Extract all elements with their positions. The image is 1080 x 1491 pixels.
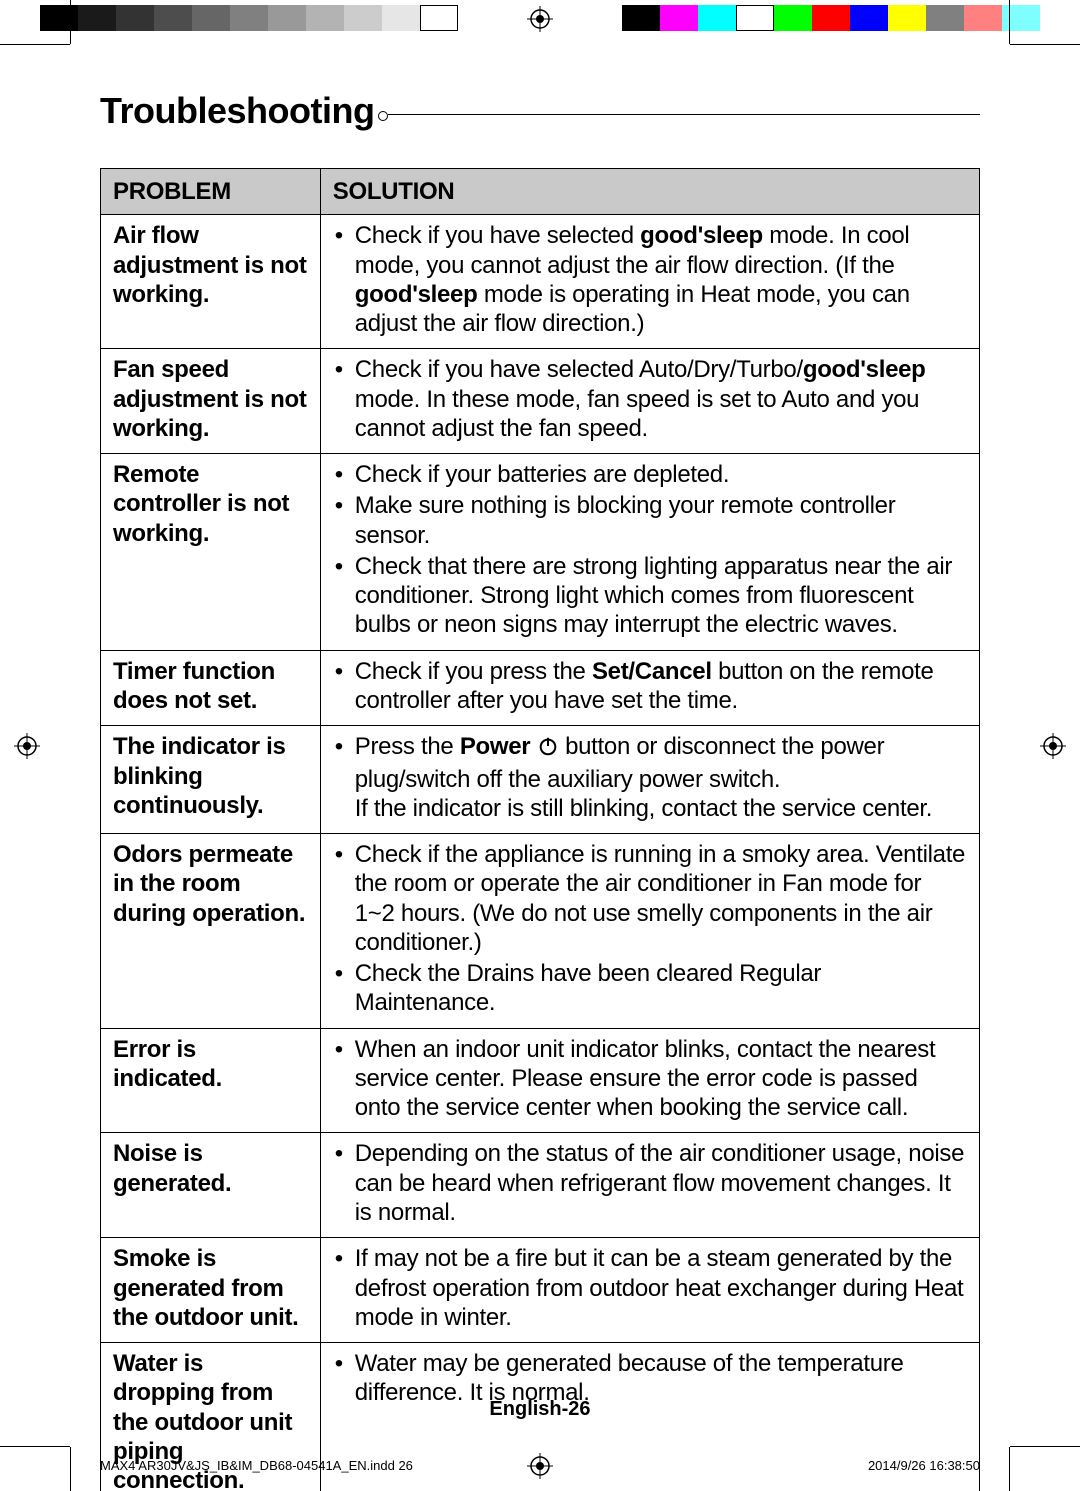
crop-mark (0, 1446, 70, 1447)
problem-cell: Smoke is generated from the outdoor unit… (101, 1238, 321, 1343)
th-problem: PROBLEM (101, 169, 321, 215)
table-row: Smoke is generated from the outdoor unit… (101, 1238, 980, 1343)
footer-filename: MAX4 AR30JV&JS_IB&IM_DB68-04541A_EN.indd… (100, 1458, 413, 1473)
solution-item: Check if you have selected Auto/Dry/Turb… (351, 355, 967, 443)
swatch (1002, 5, 1040, 31)
problem-cell: Noise is generated. (101, 1133, 321, 1238)
swatch (964, 5, 1002, 31)
swatch (774, 5, 812, 31)
problem-cell: The indicator is blinking continuously. (101, 726, 321, 834)
page: Troubleshooting PROBLEM SOLUTION Air flo… (0, 0, 1080, 1491)
title-rule (388, 114, 980, 115)
solution-cell: Check if you have selected Auto/Dry/Turb… (320, 349, 979, 454)
solution-cell: Check if you press the Set/Cancel button… (320, 650, 979, 726)
swatch (888, 5, 926, 31)
crop-mark (1009, 1447, 1010, 1491)
swatch (812, 5, 850, 31)
th-solution: SOLUTION (320, 169, 979, 215)
solution-cell: Check if the appliance is running in a s… (320, 834, 979, 1029)
table-row: Noise is generated. Depending on the stat… (101, 1133, 980, 1238)
solution-cell: Check if your batteries are depleted.Mak… (320, 454, 979, 651)
solution-cell: Check if you have selected good'sleep mo… (320, 215, 979, 349)
solution-item: Press the Power button or disconnect the… (351, 732, 967, 823)
swatch (40, 5, 78, 31)
swatch (622, 5, 660, 31)
problem-cell: Air flow adjustment is not working. (101, 215, 321, 349)
crop-mark (1010, 1446, 1080, 1447)
page-title: Troubleshooting (100, 90, 374, 132)
solution-item: Check if you press the Set/Cancel button… (351, 657, 967, 716)
swatch (698, 5, 736, 31)
problem-cell: Fan speed adjustment is not working. (101, 349, 321, 454)
solution-item: Check the Drains have been cleared Regul… (351, 959, 967, 1018)
solution-cell: When an indoor unit indicator blinks, co… (320, 1028, 979, 1133)
swatch (230, 5, 268, 31)
problem-cell: Remote controller is not working. (101, 454, 321, 651)
solution-item: When an indoor unit indicator blinks, co… (351, 1035, 967, 1123)
swatch (306, 5, 344, 31)
swatch (154, 5, 192, 31)
table-row: Remote controller is not working.Check i… (101, 454, 980, 651)
footer-meta: MAX4 AR30JV&JS_IB&IM_DB68-04541A_EN.indd… (100, 1458, 980, 1473)
solution-item: Make sure nothing is blocking your remot… (351, 491, 967, 550)
swatch (926, 5, 964, 31)
registration-mark-icon (1040, 733, 1066, 759)
troubleshooting-table: PROBLEM SOLUTION Air flow adjustment is … (100, 168, 980, 1491)
solution-item: Check if the appliance is running in a s… (351, 840, 967, 957)
crop-mark (0, 44, 70, 45)
solution-item: Depending on the status of the air condi… (351, 1139, 967, 1227)
content-area: Troubleshooting PROBLEM SOLUTION Air flo… (100, 90, 980, 1491)
table-row: Air flow adjustment is not working. Check… (101, 215, 980, 349)
swatch (736, 5, 774, 31)
table-row: Odors permeate in the room during operat… (101, 834, 980, 1029)
solution-item: Check if your batteries are depleted. (351, 460, 967, 489)
problem-cell: Odors permeate in the room during operat… (101, 834, 321, 1029)
swatch (420, 5, 458, 31)
swatch (382, 5, 420, 31)
crop-mark (1009, 0, 1010, 44)
swatch (850, 5, 888, 31)
crop-mark (1010, 44, 1080, 45)
swatch (268, 5, 306, 31)
footer-timestamp: 2014/9/26 16:38:50 (868, 1458, 980, 1473)
color-swatches (622, 5, 1040, 33)
swatch (660, 5, 698, 31)
solution-item: If may not be a fire but it can be a ste… (351, 1244, 967, 1332)
table-row: Timer function does not set. Check if you… (101, 650, 980, 726)
solution-cell: If may not be a fire but it can be a ste… (320, 1238, 979, 1343)
crop-mark (70, 0, 71, 44)
solution-item: Check if you have selected good'sleep mo… (351, 221, 967, 338)
page-number: English-26 (0, 1398, 1080, 1421)
table-row: Error is indicated. When an indoor unit i… (101, 1028, 980, 1133)
problem-cell: Timer function does not set. (101, 650, 321, 726)
crop-mark (70, 1447, 71, 1491)
problem-cell: Error is indicated. (101, 1028, 321, 1133)
registration-mark-icon (14, 733, 40, 759)
solution-item: Check that there are strong lighting app… (351, 552, 967, 640)
title-row: Troubleshooting (100, 90, 980, 132)
swatch (192, 5, 230, 31)
swatch (78, 5, 116, 31)
power-icon (537, 735, 559, 764)
table-row: The indicator is blinking continuously. P… (101, 726, 980, 834)
grayscale-swatches (40, 5, 458, 33)
solution-cell: Press the Power button or disconnect the… (320, 726, 979, 834)
registration-mark-icon (527, 6, 553, 32)
solution-cell: Depending on the status of the air condi… (320, 1133, 979, 1238)
swatch (344, 5, 382, 31)
table-row: Fan speed adjustment is not working. Chec… (101, 349, 980, 454)
swatch (116, 5, 154, 31)
